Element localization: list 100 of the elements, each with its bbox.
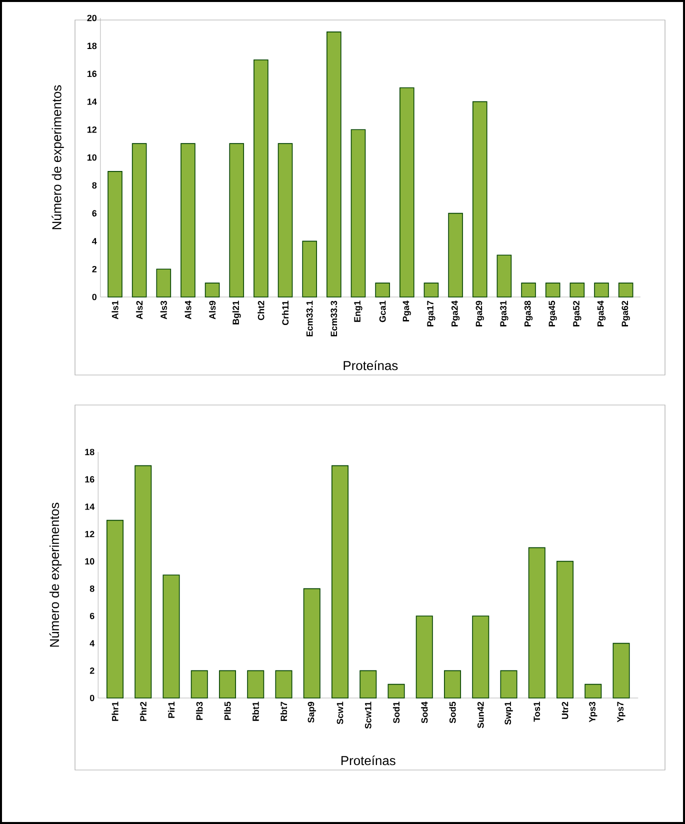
bar: [190, 670, 208, 698]
x-tick-label: Phr1: [112, 702, 118, 721]
y-tick-label: 12: [85, 530, 94, 538]
bar: [350, 129, 366, 298]
x-tick-label: Sod1: [392, 702, 400, 724]
x-tick-label: Swp1: [504, 702, 513, 725]
y-tick-label: 10: [87, 154, 97, 161]
y-tick-label: 14: [85, 504, 95, 510]
x-tick-label: Sun42: [477, 702, 484, 728]
x-tick-label: Rbt1: [252, 702, 259, 721]
x-tick-label: Als1: [112, 300, 118, 320]
bar: [424, 282, 439, 298]
x-tick-label: Plb5: [224, 702, 231, 720]
bar: [472, 101, 488, 298]
bar: [229, 143, 244, 298]
bar: [106, 520, 124, 698]
bar: [448, 212, 463, 298]
bar: [594, 282, 609, 298]
bar: [521, 282, 536, 298]
bar: [416, 616, 433, 698]
bar: [303, 588, 320, 698]
x-tick-label: Utr2: [562, 702, 568, 719]
x-tick-label: Yps3: [589, 702, 598, 722]
bar: [134, 465, 152, 698]
bar: [618, 282, 634, 298]
bar: [275, 670, 292, 698]
bar: [444, 670, 462, 698]
y-tick-label: 16: [85, 476, 94, 483]
x-tick-label: Rbt7: [280, 702, 288, 721]
x-tick-label: Pga17: [427, 300, 436, 326]
x-axis-title: Proteínas: [344, 360, 398, 370]
bar: [332, 465, 348, 698]
bar: [302, 240, 317, 298]
y-tick-label: 6: [90, 612, 94, 620]
bar: [219, 670, 236, 698]
bar: [156, 268, 172, 298]
x-tick-label: Bgl21: [232, 300, 241, 324]
bar: [528, 547, 546, 698]
x-tick-label: Plb3: [196, 702, 203, 720]
x-tick-label: Als2: [136, 300, 143, 320]
x-tick-label: Gca1: [379, 300, 386, 322]
bar: [162, 574, 180, 698]
x-tick-label: Crh11: [282, 300, 289, 326]
x-tick-label: Pga52: [573, 300, 582, 326]
x-tick-label: Pga54: [597, 300, 606, 326]
bar: [180, 143, 196, 298]
bar: [108, 171, 122, 298]
bar: [570, 282, 585, 298]
x-tick-label: Tos1: [534, 702, 540, 722]
x-tick-label: Pga45: [548, 300, 557, 326]
y-tick-label: 4: [92, 238, 97, 244]
x-tick-label: Ecm33.3: [330, 300, 338, 336]
x-axis-title: Proteínas: [341, 756, 396, 766]
y-tick-label: 18: [85, 448, 94, 456]
y-tick-label: 0: [92, 294, 97, 300]
y-tick-label: 18: [87, 42, 97, 50]
bar: [500, 670, 518, 698]
x-tick-label: Sod5: [449, 702, 456, 724]
x-tick-label: Eng1: [354, 300, 362, 322]
x-tick-label: Pga29: [476, 300, 484, 326]
y-axis-title: Número de experimentos: [49, 502, 62, 647]
x-tick-label: Yps7: [617, 702, 626, 722]
y-tick-label: 6: [92, 210, 97, 216]
y-tick-label: 14: [87, 98, 97, 105]
y-tick-label: 4: [90, 640, 95, 646]
bar: [472, 616, 490, 698]
bar: [132, 143, 147, 298]
x-tick-label: Pga62: [622, 300, 630, 326]
bar: [204, 282, 220, 298]
y-tick-label: 2: [92, 266, 97, 272]
bar: [612, 642, 630, 698]
bar: [375, 282, 390, 298]
x-tick-label: Pga31: [500, 300, 508, 326]
bar: [326, 32, 342, 298]
x-tick-label: Als3: [160, 300, 167, 320]
x-tick-label: Pga38: [524, 300, 533, 326]
y-tick-label: 0: [90, 694, 94, 702]
x-tick-label: Pga24: [451, 300, 460, 326]
bar: [388, 684, 405, 698]
x-tick-label: Scw11: [364, 702, 372, 729]
bar: [400, 87, 414, 298]
x-tick-label: Pga4: [402, 300, 411, 322]
y-tick-label: 8: [92, 182, 97, 189]
bar: [278, 143, 293, 298]
y-tick-label: 16: [87, 70, 97, 77]
y-tick-label: 2: [90, 668, 94, 674]
x-tick-label: Cht2: [258, 300, 264, 320]
x-tick-label: Phr2: [140, 702, 146, 721]
bar: [496, 254, 512, 298]
y-tick-label: 10: [85, 558, 94, 565]
x-tick-label: Ecm33.1: [306, 300, 313, 336]
y-axis-title: Número de experimentos: [52, 85, 64, 230]
bar: [247, 670, 264, 698]
bar: [545, 282, 560, 298]
x-tick-label: Pir1: [168, 702, 174, 718]
x-tick-label: Scw1: [336, 702, 344, 724]
y-tick-label: 20: [87, 14, 97, 22]
bar: [584, 684, 602, 698]
bar: [254, 59, 268, 298]
x-tick-label: Als9: [209, 300, 216, 320]
